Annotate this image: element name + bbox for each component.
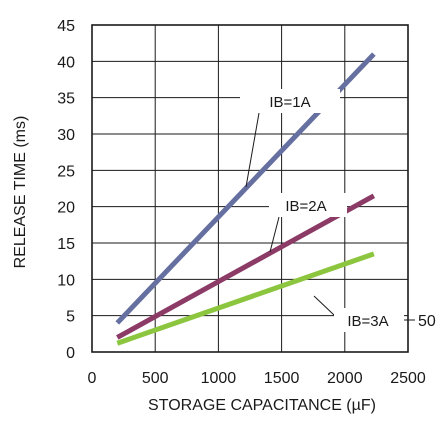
edge-fragment-label: 50	[418, 313, 436, 330]
x-tick-label: 1500	[264, 370, 300, 387]
y-tick-label: 40	[57, 54, 75, 71]
annotation-label: IB=3A	[347, 313, 388, 330]
annotation-box	[269, 193, 347, 217]
annotation-box	[334, 308, 404, 332]
x-tick-label: 2000	[327, 370, 363, 387]
annotation-leader	[269, 216, 280, 253]
x-tick-labels: 0 500 1000 1500 2000 2500	[88, 370, 426, 387]
annotation-leader	[313, 295, 335, 316]
y-tick-label: 35	[57, 91, 75, 108]
x-tick-label: 0	[88, 370, 97, 387]
annotation-leader	[245, 112, 260, 188]
x-tick-label: 1000	[201, 370, 237, 387]
y-tick-label: 5	[66, 309, 75, 326]
y-tick-label: 15	[57, 236, 75, 253]
y-tick-labels: 0 5 10 15 20 25 30 35 40 45	[57, 18, 75, 362]
series-line-3	[116, 251, 375, 346]
x-tick-label: 500	[142, 370, 169, 387]
annotation-layer: IB=1A IB=2A IB=3A	[240, 89, 415, 332]
y-tick-label: 30	[57, 127, 75, 144]
annotation-label: IB=1A	[269, 94, 310, 111]
y-tick-label: 0	[66, 345, 75, 362]
y-tick-label: 25	[57, 163, 75, 180]
y-tick-label: 10	[57, 272, 75, 289]
y-tick-label: 20	[57, 200, 75, 217]
annotation-label: IB=2A	[285, 198, 326, 215]
x-tick-label: 2500	[390, 370, 426, 387]
annotation-box	[240, 89, 340, 113]
y-tick-label: 45	[57, 18, 75, 35]
series-line-2	[116, 193, 376, 340]
plot-frame	[91, 24, 409, 353]
y-axis-title: RELEASE TIME (ms)	[12, 116, 29, 269]
x-axis-title: STORAGE CAPACITANCE (µF)	[148, 397, 376, 414]
